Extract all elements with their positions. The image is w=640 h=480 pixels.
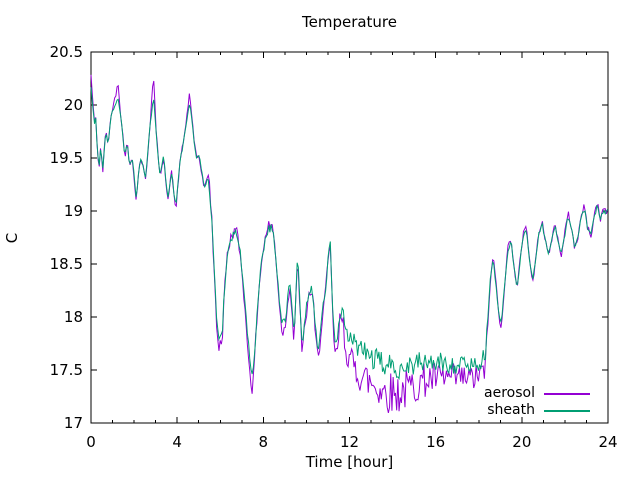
legend-label-sheath: sheath xyxy=(487,402,535,418)
legend-line-aerosol-icon xyxy=(544,392,590,395)
x-tick-label: 16 xyxy=(426,433,445,451)
series-line-sheath xyxy=(90,87,609,380)
legend: aerosol sheath xyxy=(484,385,590,419)
x-tick-label: 4 xyxy=(172,433,182,451)
series-line-aerosol xyxy=(90,74,609,414)
x-tick-label: 8 xyxy=(259,433,269,451)
x-axis-label: Time [hour] xyxy=(305,453,394,471)
x-tick-label: 0 xyxy=(86,433,96,451)
legend-line-sheath-icon xyxy=(544,409,590,412)
y-tick-label: 18.5 xyxy=(50,255,83,273)
legend-label-aerosol: aerosol xyxy=(484,385,535,401)
y-tick-label: 17 xyxy=(64,414,83,432)
x-tick-label: 24 xyxy=(598,433,617,451)
y-tick-label: 18 xyxy=(64,308,83,326)
chart-title: Temperature xyxy=(301,13,398,31)
y-tick-label: 19.5 xyxy=(50,149,83,167)
legend-item-sheath: sheath xyxy=(484,402,590,419)
x-tick-label: 20 xyxy=(512,433,531,451)
legend-item-aerosol: aerosol xyxy=(484,385,590,402)
y-tick-label: 20.5 xyxy=(50,43,83,61)
y-tick-label: 20 xyxy=(64,96,83,114)
x-tick-label: 12 xyxy=(340,433,359,451)
y-tick-label: 17.5 xyxy=(50,361,83,379)
y-tick-label: 19 xyxy=(64,202,83,220)
y-axis-label: C xyxy=(3,232,21,244)
